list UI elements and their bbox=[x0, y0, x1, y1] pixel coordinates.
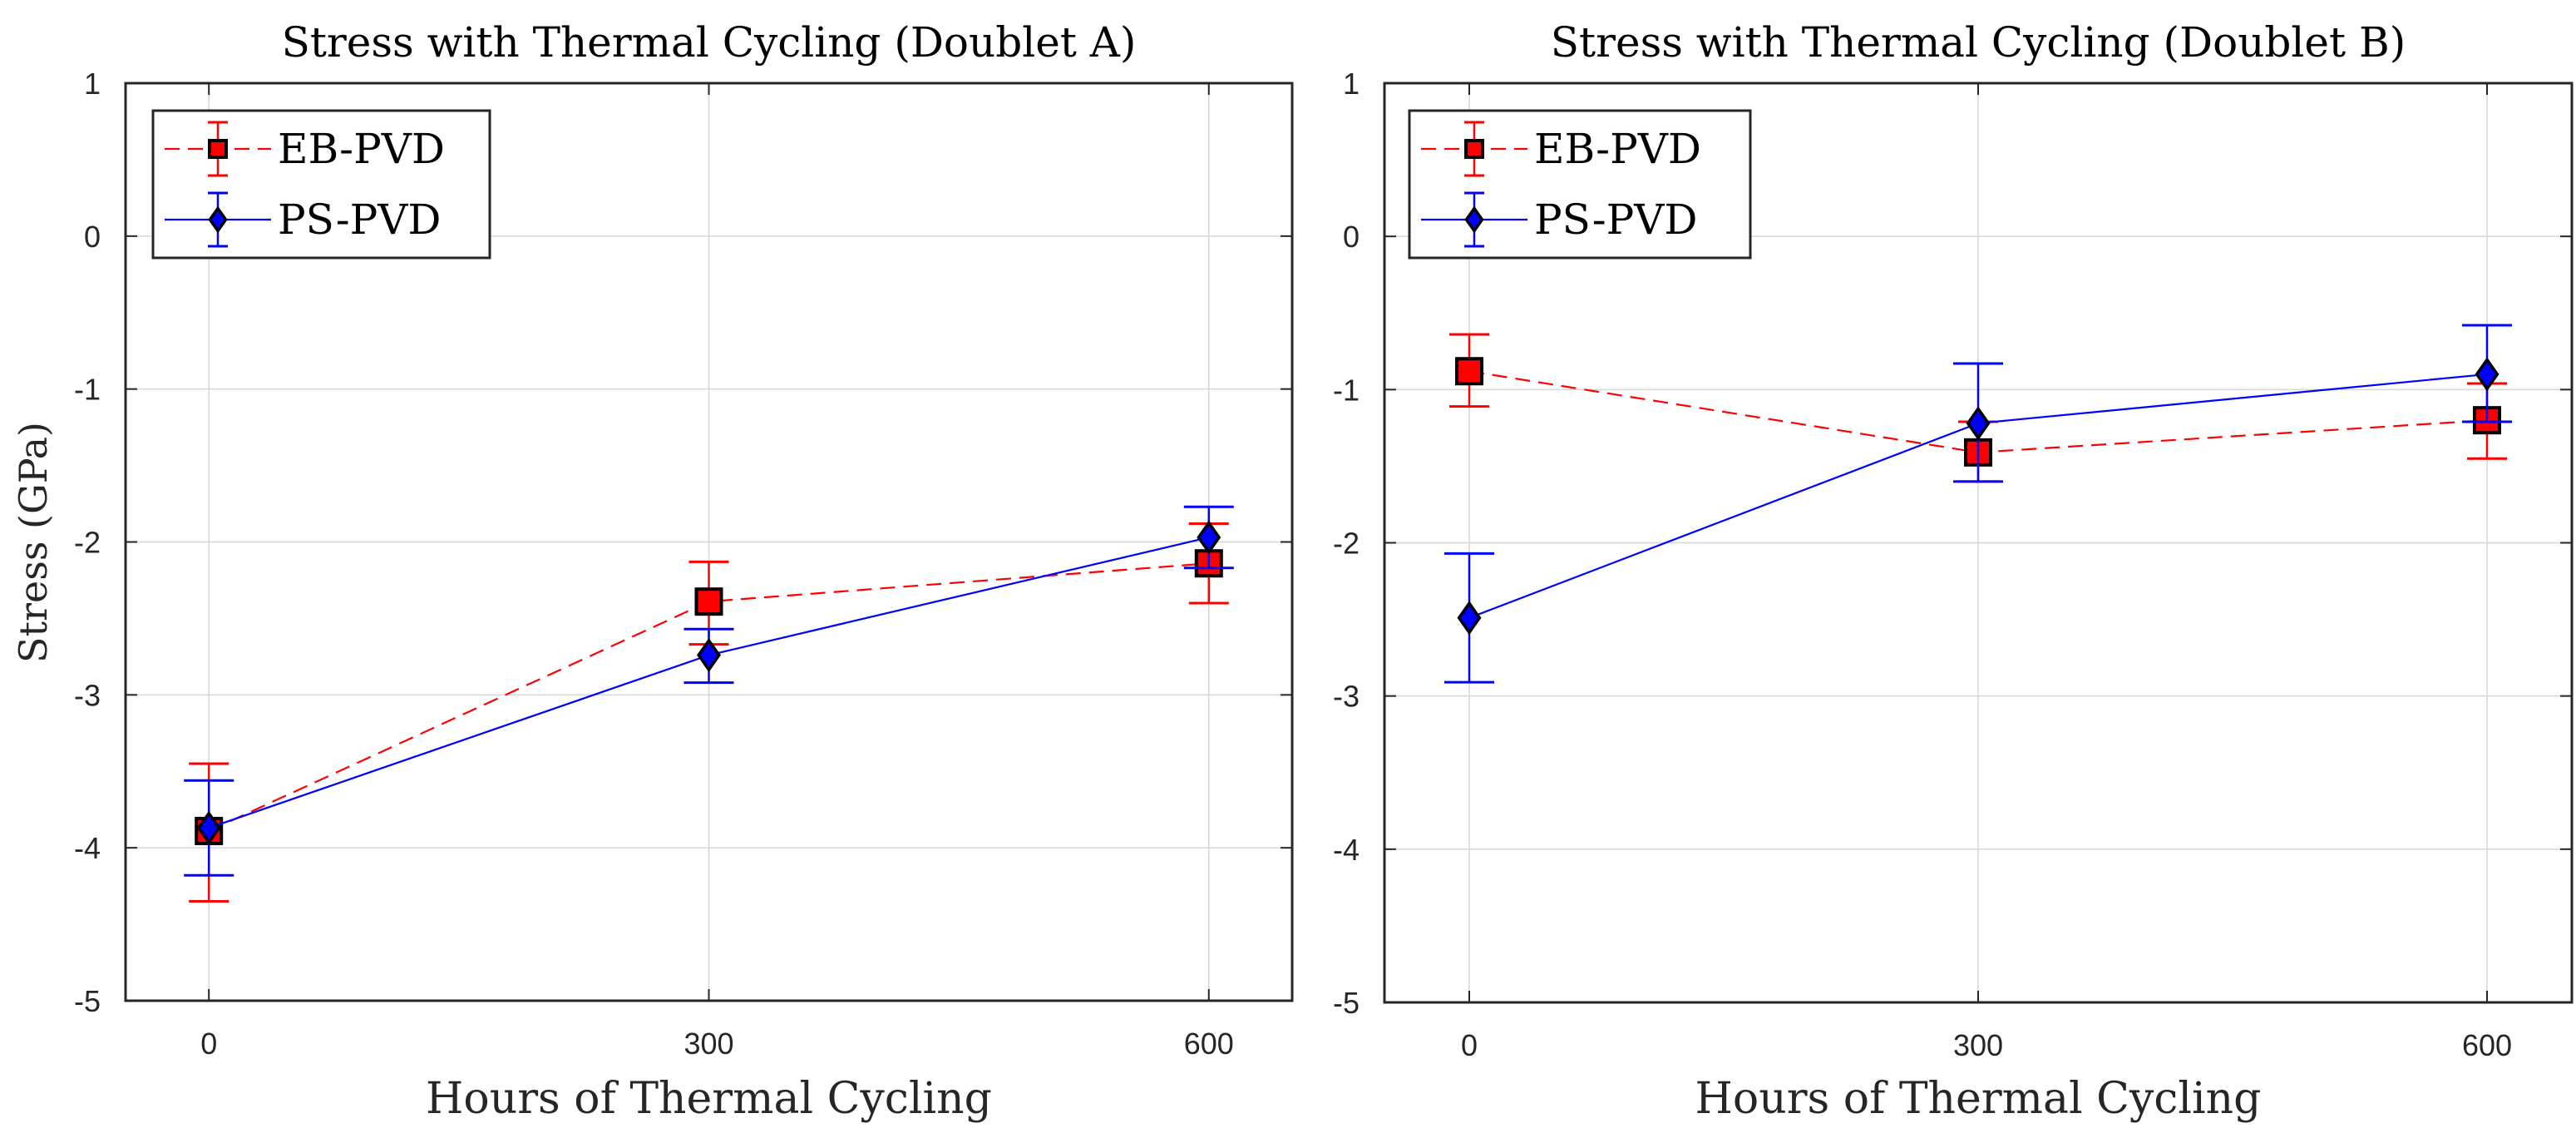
series-ps-pvd bbox=[184, 505, 1234, 877]
data-point-square bbox=[694, 587, 723, 616]
legend: EB-PVD PS-PVD bbox=[151, 109, 491, 260]
y-tick-label: 1 bbox=[1343, 67, 1360, 101]
x-tick-label: 600 bbox=[1184, 1027, 1234, 1061]
data-point-square bbox=[1455, 357, 1483, 386]
legend-label: PS-PVD bbox=[278, 195, 441, 244]
x-tick-label: 0 bbox=[1461, 1028, 1478, 1062]
data-point-diamond bbox=[1457, 601, 1482, 636]
legend-marker-diamond bbox=[208, 205, 228, 234]
chart-title: Stress with Thermal Cycling (Doublet B) bbox=[1551, 18, 2406, 67]
legend: EB-PVD PS-PVD bbox=[1408, 109, 1752, 260]
y-tick-label: -3 bbox=[74, 678, 101, 712]
y-tick-label: -3 bbox=[1333, 680, 1360, 714]
y-tick-label: -2 bbox=[74, 526, 101, 560]
y-tick-label: -5 bbox=[1333, 986, 1360, 1020]
data-point-diamond bbox=[697, 637, 721, 673]
legend-label: EB-PVD bbox=[278, 125, 445, 173]
x-tick-label: 300 bbox=[683, 1027, 733, 1061]
y-tick-label: 0 bbox=[84, 220, 101, 254]
y-tick-label: -1 bbox=[1333, 373, 1360, 407]
data-point-diamond bbox=[2475, 357, 2500, 392]
legend-marker-square bbox=[1464, 139, 1484, 159]
y-tick-label: 0 bbox=[1343, 220, 1360, 254]
y-tick-label: -2 bbox=[1333, 527, 1360, 561]
chart-panel-doublet-a: 0 300 600 1 0 -1 -2 -3 -4 -5 EB-PVD PS-PVD Stress wi… bbox=[74, 18, 1294, 1124]
legend-marker-square bbox=[208, 139, 228, 159]
y-tick-label: -1 bbox=[74, 373, 101, 407]
chart-panel-doublet-b: 0 300 600 1 0 -1 -2 -3 -4 -5 EB-PVD PS-PVD Stress wi… bbox=[1333, 18, 2574, 1124]
y-tick-label: -5 bbox=[74, 984, 101, 1018]
x-axis-label: Hours of Thermal Cycling bbox=[1695, 1074, 2262, 1124]
data-point-diamond bbox=[1966, 406, 1991, 441]
axes-box bbox=[1383, 82, 2574, 1004]
data-point-diamond bbox=[1197, 520, 1221, 555]
legend-marker-diamond bbox=[1464, 205, 1484, 234]
x-tick-label: 300 bbox=[1953, 1028, 2003, 1062]
y-tick-label: -4 bbox=[1333, 833, 1360, 867]
y-tick-label: -4 bbox=[74, 831, 101, 865]
chart-title: Stress with Thermal Cycling (Doublet A) bbox=[282, 18, 1137, 67]
y-tick-label: 1 bbox=[84, 67, 101, 101]
x-axis-label: Hours of Thermal Cycling bbox=[426, 1074, 992, 1124]
data-point-diamond bbox=[196, 810, 221, 845]
legend-label: PS-PVD bbox=[1534, 195, 1697, 244]
legend-box bbox=[1408, 109, 1752, 260]
x-tick-label: 600 bbox=[2462, 1028, 2512, 1062]
axes-box bbox=[124, 82, 1294, 1002]
series-ps-pvd bbox=[1444, 324, 2512, 684]
legend-box bbox=[151, 109, 491, 260]
y-axis-label: Stress (GPa) bbox=[11, 422, 56, 663]
x-tick-label: 0 bbox=[200, 1027, 217, 1061]
legend-label: EB-PVD bbox=[1534, 125, 1701, 173]
